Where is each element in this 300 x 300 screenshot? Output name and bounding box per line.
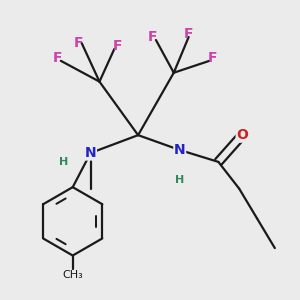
- Text: O: O: [236, 128, 248, 142]
- Text: F: F: [53, 51, 63, 65]
- Text: F: F: [184, 27, 194, 41]
- Text: F: F: [148, 30, 158, 44]
- Text: F: F: [112, 39, 122, 53]
- Text: F: F: [74, 36, 83, 50]
- Text: N: N: [174, 143, 185, 157]
- Text: F: F: [208, 51, 217, 65]
- Text: N: N: [85, 146, 96, 160]
- Text: H: H: [59, 157, 68, 167]
- Text: CH₃: CH₃: [62, 270, 83, 280]
- Text: H: H: [175, 175, 184, 185]
